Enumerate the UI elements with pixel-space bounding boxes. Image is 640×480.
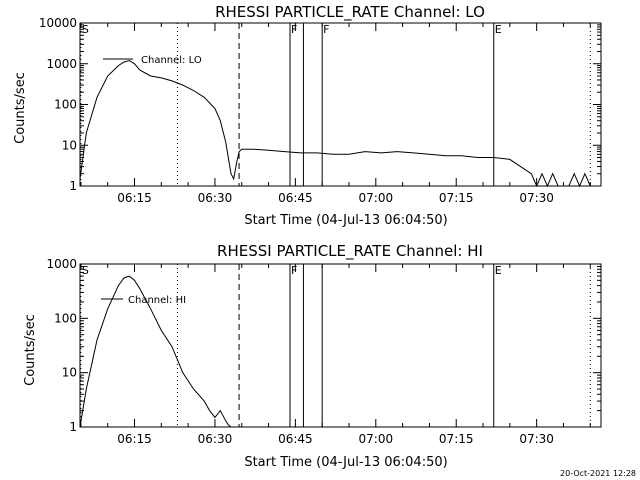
y-tick-label: 100 (54, 311, 77, 325)
y-axis-label-hi: Counts/sec (23, 314, 38, 386)
panel-lo: RHESSI PARTICLE_RATE Channel: LO S F F E 06… (13, 3, 602, 228)
x-tick-label: 07:00 (359, 432, 394, 446)
legend-label-lo: Channel: LO (141, 55, 202, 66)
x-axis-ticks-hi: 06:15 06:30 06:45 07:00 07:15 07:30 (80, 264, 591, 446)
y-tick-label: 10 (62, 138, 77, 152)
x-axis-label-hi: Start Time (04-Jul-13 06:04:50) (244, 455, 447, 470)
chart-title-hi: RHESSI PARTICLE_RATE Channel: HI (217, 242, 483, 261)
panel-hi: RHESSI PARTICLE_RATE Channel: HI S F E 06:… (23, 242, 602, 470)
plot-frame-hi (79, 263, 602, 428)
event-marker-label: S (82, 264, 89, 277)
x-tick-label: 07:00 (359, 191, 394, 205)
y-axis-label-lo: Counts/sec (13, 72, 28, 144)
plot-frame-lo (79, 22, 602, 187)
x-tick-label: 06:45 (278, 191, 313, 205)
y-tick-label: 10 (62, 366, 77, 380)
y-tick-label: 1 (69, 179, 77, 193)
x-tick-label: 06:15 (117, 191, 152, 205)
y-tick-label: 100 (54, 98, 77, 112)
footer-timestamp: 20-Oct-2021 12:28 (560, 469, 636, 478)
y-tick-label: 10000 (39, 16, 77, 30)
x-tick-label: 07:30 (519, 191, 554, 205)
x-tick-label: 07:30 (519, 432, 554, 446)
x-tick-label: 06:15 (117, 432, 152, 446)
series-line-hi (79, 275, 232, 428)
chart-title-lo: RHESSI PARTICLE_RATE Channel: LO (215, 3, 485, 22)
x-tick-label: 06:45 (278, 432, 313, 446)
event-marker-label: S (82, 23, 89, 36)
event-marker-label: E (495, 264, 502, 277)
series-line-lo (79, 59, 591, 188)
x-axis-label-lo: Start Time (04-Jul-13 06:04:50) (244, 213, 447, 228)
event-marker-label: F (291, 23, 297, 36)
x-tick-label: 06:30 (198, 432, 233, 446)
y-tick-label: 1 (69, 420, 77, 434)
x-axis-ticks-lo: 06:15 06:30 06:45 07:00 07:15 07:30 (80, 23, 591, 205)
event-marker-label: F (323, 23, 329, 36)
x-tick-label: 06:30 (198, 191, 233, 205)
x-tick-label: 07:15 (439, 191, 474, 205)
x-tick-label: 07:15 (439, 432, 474, 446)
event-marker-label: E (495, 23, 502, 36)
y-axis-ticks-lo: 1 10 100 1000 10000 (39, 16, 601, 193)
y-axis-ticks-hi: 1 10 100 1000 (46, 257, 601, 434)
y-tick-label: 1000 (46, 57, 77, 71)
legend-label-hi: Channel: HI (128, 295, 186, 306)
event-marker-label: F (291, 264, 297, 277)
y-tick-label: 1000 (46, 257, 77, 271)
